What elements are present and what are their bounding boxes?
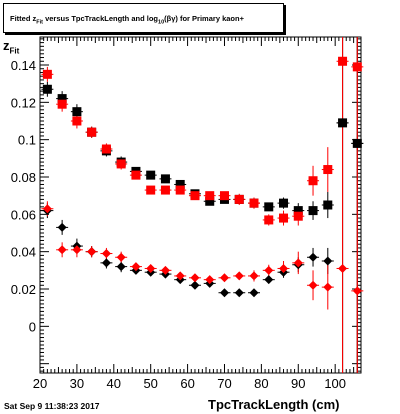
diamond-marker <box>234 271 244 281</box>
x-tick-label: 80 <box>254 376 268 391</box>
square-marker <box>279 198 289 208</box>
diamond-marker <box>175 271 185 281</box>
y-tick-label: 0.08 <box>11 170 36 185</box>
square-marker <box>293 211 303 221</box>
diamond-marker <box>205 275 215 285</box>
square-marker <box>57 99 67 109</box>
square-marker <box>323 165 333 175</box>
square-marker <box>175 185 185 195</box>
diamond-marker <box>131 262 141 272</box>
diamond-marker <box>352 286 362 296</box>
x-tick-label: 30 <box>70 376 84 391</box>
diamond-marker <box>101 249 111 259</box>
diamond-marker <box>234 288 244 298</box>
title-box: Fitted zFit versus TpcTrackLength and lo… <box>3 3 284 33</box>
square-marker <box>72 116 82 126</box>
square-marker <box>205 196 215 206</box>
diamond-marker <box>338 263 348 273</box>
y-tick-label: 0.1 <box>18 133 36 148</box>
square-marker <box>190 191 200 201</box>
plot-frame <box>39 36 362 374</box>
x-tick-label: 70 <box>217 376 231 391</box>
square-marker <box>116 159 126 169</box>
diamond-marker <box>308 252 318 262</box>
diamond-marker <box>249 271 259 281</box>
axes <box>39 36 362 374</box>
x-tick-label: 50 <box>143 376 157 391</box>
diamond-marker <box>190 280 200 290</box>
square-marker <box>160 174 170 184</box>
diamond-marker <box>338 118 348 128</box>
square-marker <box>131 170 141 180</box>
diamond-marker <box>352 138 362 148</box>
diamond-marker <box>42 204 52 214</box>
diamond-marker <box>293 258 303 268</box>
diamond-marker <box>279 263 289 273</box>
square-marker <box>338 56 348 66</box>
diamond-marker <box>308 280 318 290</box>
square-marker <box>175 179 185 189</box>
y-tick-label: 0.14 <box>11 58 36 73</box>
square-marker <box>249 198 259 208</box>
diamond-marker <box>249 288 259 298</box>
x-tick-label: 100 <box>324 376 346 391</box>
square-marker <box>42 69 52 79</box>
diamond-marker <box>57 245 67 255</box>
diamond-marker <box>219 273 229 283</box>
square-marker <box>146 185 156 195</box>
tick-labels: 20 30 40 50 60 70 80 90 100 0 0.02 0.04 0.06 0.08 0.1 0… <box>11 58 346 391</box>
x-tick-label: 90 <box>291 376 305 391</box>
y-tick-label: 0.12 <box>11 95 36 110</box>
y-tick-label: 0.02 <box>11 282 36 297</box>
y-tick-label: 0.06 <box>11 207 36 222</box>
square-marker <box>57 94 67 104</box>
diamond-marker <box>116 252 126 262</box>
diamond-marker <box>146 263 156 273</box>
square-marker <box>323 200 333 210</box>
square-marker <box>264 202 274 212</box>
square-marker <box>72 107 82 117</box>
x-axis-label: TpcTrackLength (cm) <box>208 397 340 412</box>
square-marker <box>42 84 52 94</box>
diamond-marker <box>57 222 67 232</box>
square-marker <box>234 194 244 204</box>
square-marker <box>264 215 274 225</box>
chart-title: Fitted zFit versus TpcTrackLength and lo… <box>10 14 244 26</box>
markers <box>42 56 362 298</box>
square-marker <box>308 176 318 186</box>
diamond-marker <box>116 262 126 272</box>
diamond-marker <box>323 256 333 266</box>
square-marker <box>87 127 97 137</box>
diamond-marker <box>72 245 82 255</box>
square-marker <box>293 206 303 216</box>
diamond-marker <box>101 258 111 268</box>
square-marker <box>146 170 156 180</box>
diamond-marker <box>219 288 229 298</box>
diamond-marker <box>323 282 333 292</box>
x-tick-label: 40 <box>107 376 121 391</box>
square-marker <box>160 185 170 195</box>
diamond-marker <box>264 275 274 285</box>
diamond-marker <box>190 273 200 283</box>
diamond-marker <box>264 265 274 275</box>
y-tick-label: 0.04 <box>11 245 36 260</box>
y-axis-label: zFit <box>3 38 20 56</box>
x-tick-label: 20 <box>33 376 47 391</box>
datestamp: Sat Sep 9 11:38:23 2017 <box>4 401 100 411</box>
y-tick-label: 0 <box>29 319 36 334</box>
diamond-marker <box>87 247 97 257</box>
x-tick-label: 60 <box>180 376 194 391</box>
square-marker <box>279 213 289 223</box>
square-marker <box>101 144 111 154</box>
square-marker <box>219 191 229 201</box>
square-marker <box>308 206 318 216</box>
diamond-marker <box>160 265 170 275</box>
error-bars <box>41 37 364 373</box>
square-marker <box>352 62 362 72</box>
square-marker <box>205 191 215 201</box>
